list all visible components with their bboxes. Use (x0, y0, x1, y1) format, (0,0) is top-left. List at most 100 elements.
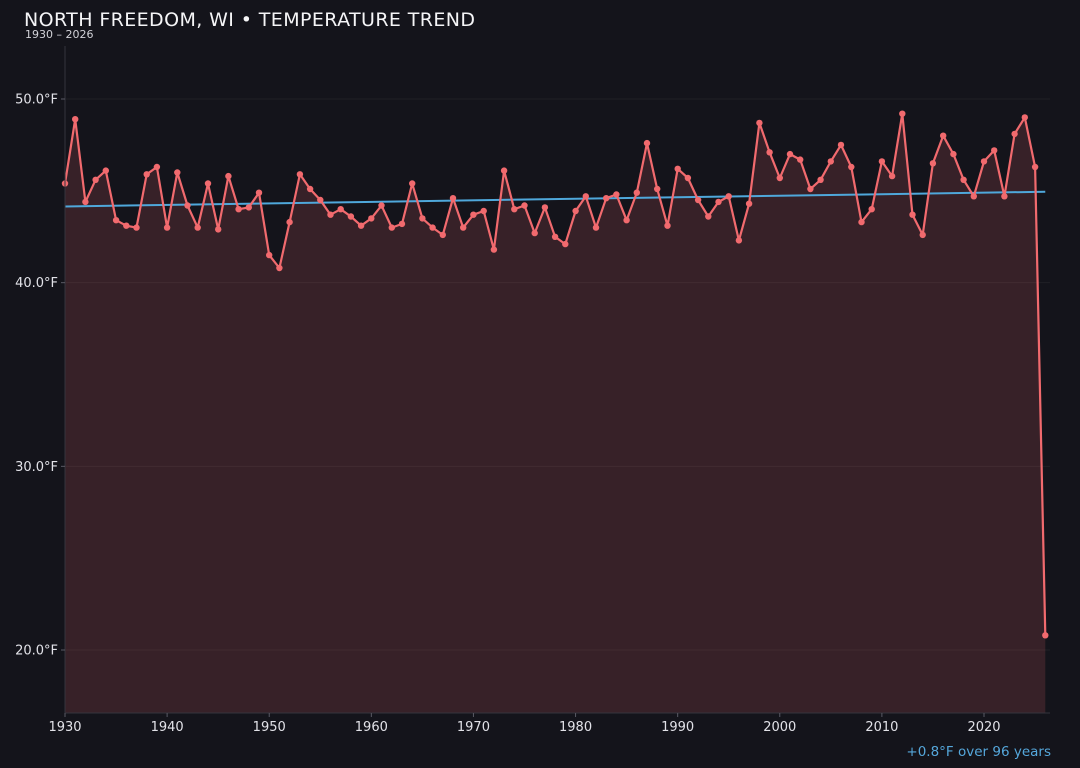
data-point-1956 (327, 211, 334, 218)
y-tick-label-50: 50.0°F (15, 93, 58, 108)
data-point-2009 (868, 206, 875, 213)
data-point-1984 (613, 191, 620, 198)
data-point-1992 (694, 196, 702, 204)
data-point-2017 (950, 150, 957, 158)
temperature-area-fill (65, 113, 1046, 713)
data-point-1936 (123, 222, 130, 229)
data-point-1941 (174, 169, 181, 176)
data-point-2002 (797, 156, 804, 163)
data-point-2008 (858, 218, 865, 226)
data-point-1945 (215, 226, 222, 233)
data-point-1981 (582, 193, 589, 200)
data-point-1944 (204, 180, 212, 187)
data-point-1947 (235, 206, 242, 213)
data-point-1931 (72, 116, 79, 123)
data-point-2022 (1001, 193, 1008, 200)
data-point-1953 (296, 171, 304, 178)
data-point-1975 (521, 202, 528, 209)
chart-title: NORTH FREEDOM, WI • TEMPERATURE TREND (24, 9, 476, 31)
data-point-2006 (837, 141, 845, 149)
data-point-2003 (807, 185, 814, 193)
data-point-1999 (766, 149, 773, 156)
x-tick-label-1960: 1960 (355, 720, 388, 735)
data-point-2023 (1011, 130, 1018, 138)
data-point-1964 (409, 180, 416, 187)
data-point-2011 (888, 172, 896, 180)
data-point-1960 (368, 215, 375, 222)
data-point-1973 (500, 167, 508, 174)
data-point-1969 (460, 224, 467, 231)
data-point-1988 (654, 185, 661, 193)
data-point-1940 (163, 224, 171, 231)
data-point-1951 (276, 264, 283, 272)
data-point-1932 (82, 198, 89, 206)
data-point-1998 (756, 119, 763, 127)
data-point-2013 (909, 211, 916, 218)
data-point-1982 (592, 224, 600, 231)
data-point-2021 (991, 147, 998, 154)
data-point-1989 (664, 222, 671, 229)
data-point-1963 (398, 220, 406, 228)
data-point-1995 (725, 193, 732, 200)
data-point-1983 (603, 195, 610, 202)
x-tick-label-1940: 1940 (151, 720, 184, 735)
x-tick-label-2010: 2010 (865, 720, 898, 735)
data-point-1970 (470, 211, 477, 218)
y-tick-label-20: 20.0°F (15, 644, 58, 659)
data-point-2000 (776, 174, 783, 182)
x-tick-label-1970: 1970 (457, 720, 490, 735)
data-point-2001 (786, 150, 794, 158)
data-point-2015 (929, 160, 937, 167)
y-tick-label-30: 30.0°F (15, 460, 58, 475)
data-point-1938 (143, 171, 150, 178)
data-point-2026 (1042, 632, 1049, 639)
x-tick-label-1980: 1980 (559, 720, 592, 735)
data-point-1971 (480, 207, 487, 215)
data-point-2024 (1021, 114, 1028, 121)
data-point-1968 (449, 195, 457, 202)
data-point-1972 (490, 246, 498, 253)
x-tick-label-1930: 1930 (48, 720, 81, 735)
data-point-1933 (92, 176, 99, 183)
data-point-2018 (960, 176, 967, 183)
data-point-1977 (541, 204, 549, 211)
data-point-1980 (572, 207, 579, 215)
x-tick-label-1990: 1990 (661, 720, 694, 735)
data-point-1948 (245, 204, 252, 211)
data-point-1949 (255, 189, 263, 196)
data-point-2014 (919, 231, 926, 239)
data-point-1987 (643, 139, 651, 147)
data-point-1934 (102, 167, 110, 174)
data-point-1978 (551, 233, 559, 240)
data-point-1937 (133, 224, 140, 231)
data-point-1942 (184, 202, 191, 209)
data-point-1994 (715, 198, 722, 206)
trend-summary-label: +0.8°F over 96 years (906, 744, 1051, 760)
x-tick-label-2000: 2000 (763, 720, 796, 735)
data-point-1966 (429, 224, 436, 231)
data-point-1935 (112, 217, 120, 224)
data-point-1997 (745, 200, 753, 207)
data-point-2019 (970, 193, 977, 200)
data-point-1943 (194, 224, 201, 231)
x-tick-label-2020: 2020 (967, 720, 1000, 735)
data-point-2004 (817, 176, 824, 183)
data-point-1958 (347, 213, 355, 220)
data-point-1991 (684, 174, 692, 182)
data-point-2007 (848, 163, 855, 171)
data-point-1996 (735, 237, 743, 244)
data-point-1954 (306, 185, 314, 193)
data-point-1965 (419, 215, 426, 222)
data-point-1993 (705, 213, 712, 220)
x-tick-label-1950: 1950 (253, 720, 286, 735)
trend-line (64, 190, 1046, 208)
data-point-1976 (531, 229, 538, 237)
data-point-1952 (286, 218, 293, 226)
data-point-1985 (623, 217, 630, 224)
data-point-1950 (266, 251, 273, 259)
data-point-1957 (337, 206, 344, 213)
data-point-1967 (439, 231, 446, 239)
y-tick-label-40: 40.0°F (15, 276, 58, 291)
